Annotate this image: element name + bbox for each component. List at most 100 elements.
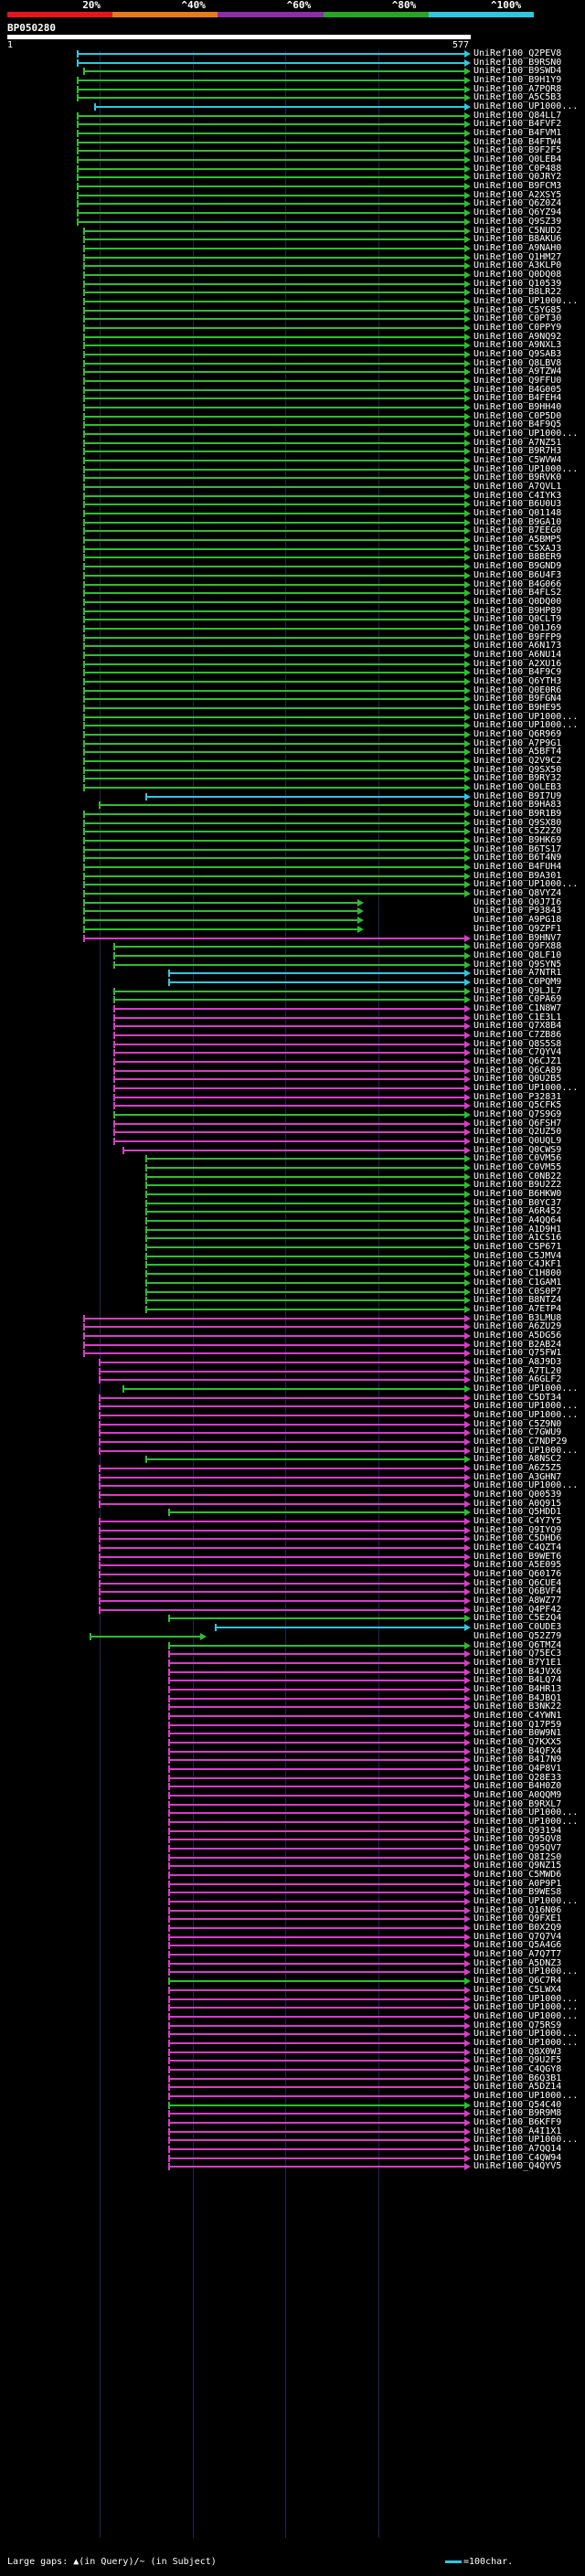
hit-alignment-bar[interactable]	[83, 896, 364, 909]
hit-alignment-bar[interactable]	[168, 2046, 471, 2059]
hit-label[interactable]: UniRef100_Q0UQL9	[473, 1136, 562, 1146]
hit-label[interactable]: UniRef100_B4JBQ1	[473, 1693, 562, 1703]
hit-label[interactable]: UniRef100_C5DT34	[473, 1393, 562, 1403]
hit-label[interactable]: UniRef100_UP1000...	[473, 429, 579, 439]
hit-label[interactable]: UniRef100_B6U0U3	[473, 499, 562, 509]
hit-label[interactable]: UniRef100_C5WVW4	[473, 455, 562, 465]
hit-label[interactable]: UniRef100_B6HKW0	[473, 1189, 562, 1199]
hit-alignment-bar[interactable]	[77, 197, 471, 210]
hit-alignment-bar[interactable]	[77, 180, 471, 193]
hit-label[interactable]: UniRef100_Q9U2F5	[473, 2055, 562, 2065]
hit-alignment-bar[interactable]	[83, 728, 471, 741]
hit-label[interactable]: UniRef100_C5YG85	[473, 305, 562, 315]
hit-label[interactable]: UniRef100_Q1HM27	[473, 252, 562, 262]
hit-alignment-bar[interactable]	[83, 658, 471, 671]
hit-alignment-bar[interactable]	[145, 1286, 471, 1299]
hit-label[interactable]: UniRef100_B9R1B9	[473, 809, 562, 819]
hit-label[interactable]: UniRef100_C0PQM9	[473, 977, 562, 987]
hit-label[interactable]: UniRef100_A4QQ64	[473, 1215, 562, 1225]
hit-label[interactable]: UniRef100_Q60176	[473, 1569, 562, 1579]
hit-label[interactable]: UniRef100_C4YWN1	[473, 1711, 562, 1721]
hit-alignment-bar[interactable]	[113, 1020, 471, 1033]
hit-label[interactable]: UniRef100_B9A301	[473, 871, 562, 881]
hit-alignment-bar[interactable]	[83, 454, 471, 467]
hit-alignment-bar[interactable]	[113, 993, 471, 1006]
hit-alignment-bar[interactable]	[145, 1258, 471, 1271]
hit-alignment-bar[interactable]	[145, 1188, 471, 1201]
hit-label[interactable]: UniRef100_A7NZ51	[473, 438, 562, 448]
hit-label[interactable]: UniRef100_Q5CFK5	[473, 1100, 562, 1110]
hit-label[interactable]: UniRef100_UP1000...	[473, 1807, 579, 1818]
hit-alignment-bar[interactable]	[113, 1126, 471, 1139]
hit-label[interactable]: UniRef100_Q5A4G6	[473, 1940, 562, 1950]
hit-alignment-bar[interactable]	[113, 1055, 471, 1068]
hit-label[interactable]: UniRef100_C7GWU9	[473, 1427, 562, 1437]
hit-label[interactable]: UniRef100_Q0J7I6	[473, 897, 562, 907]
hit-label[interactable]: UniRef100_Q8I2S0	[473, 1852, 562, 1862]
hit-alignment-bar[interactable]	[113, 985, 471, 998]
hit-label[interactable]: UniRef100_A9PG18	[473, 915, 562, 925]
hit-label[interactable]: UniRef100_A7NTR1	[473, 968, 562, 978]
hit-alignment-bar[interactable]	[77, 83, 471, 96]
hit-alignment-bar[interactable]	[83, 472, 471, 484]
hit-alignment-bar[interactable]	[83, 1312, 471, 1325]
hit-label[interactable]: UniRef100_A3KLP0	[473, 260, 562, 270]
hit-alignment-bar[interactable]	[90, 1630, 207, 1643]
hit-alignment-bar[interactable]	[83, 463, 471, 476]
hit-label[interactable]: UniRef100_A0Q915	[473, 1499, 562, 1509]
hit-label[interactable]: UniRef100_UP1000...	[473, 1083, 579, 1093]
hit-alignment-bar[interactable]	[145, 790, 471, 803]
hit-alignment-bar[interactable]	[83, 304, 471, 317]
hit-alignment-bar[interactable]	[168, 1506, 471, 1519]
hit-alignment-bar[interactable]	[83, 525, 471, 537]
hit-label[interactable]: UniRef100_Q9FFU0	[473, 376, 562, 386]
hit-alignment-bar[interactable]	[83, 1339, 471, 1352]
hit-label[interactable]: UniRef100_C0PT30	[473, 313, 562, 323]
hit-label[interactable]: UniRef100_A5DG56	[473, 1330, 562, 1341]
hit-alignment-bar[interactable]	[83, 401, 471, 414]
hit-label[interactable]: UniRef100_B8NTZ4	[473, 1295, 562, 1305]
hit-alignment-bar[interactable]	[99, 799, 471, 811]
hit-alignment-bar[interactable]	[83, 640, 471, 652]
hit-label[interactable]: UniRef100_A7QVL1	[473, 482, 562, 492]
hit-label[interactable]: UniRef100_A1CS16	[473, 1233, 562, 1243]
hit-alignment-bar[interactable]	[168, 1842, 471, 1855]
hit-alignment-bar[interactable]	[168, 2152, 471, 2165]
hit-label[interactable]: UniRef100_B4HR13	[473, 1684, 562, 1694]
hit-label[interactable]: UniRef100_A5E095	[473, 1560, 562, 1570]
hit-alignment-bar[interactable]	[168, 2116, 471, 2129]
hit-label[interactable]: UniRef100_Q6Z0Z4	[473, 198, 562, 208]
hit-alignment-bar[interactable]	[83, 507, 471, 520]
hit-alignment-bar[interactable]	[83, 331, 471, 344]
hit-alignment-bar[interactable]	[168, 1825, 471, 1838]
hit-label[interactable]: UniRef100_UP1000...	[473, 2038, 579, 2048]
hit-label[interactable]: UniRef100_Q7X8B4	[473, 1021, 562, 1031]
hit-alignment-bar[interactable]	[168, 1780, 471, 1793]
hit-label[interactable]: UniRef100_B4FVF2	[473, 119, 562, 129]
hit-label[interactable]: UniRef100_A3GHN7	[473, 1472, 562, 1482]
hit-alignment-bar[interactable]	[145, 1214, 471, 1227]
hit-alignment-bar[interactable]	[113, 1073, 471, 1086]
hit-label[interactable]: UniRef100_Q8LBV8	[473, 358, 562, 368]
hit-alignment-bar[interactable]	[168, 1878, 471, 1891]
hit-label[interactable]: UniRef100_C0S0P7	[473, 1287, 562, 1297]
hit-label[interactable]: UniRef100_C4QW94	[473, 2153, 562, 2163]
hit-label[interactable]: UniRef100_Q10539	[473, 279, 562, 289]
hit-alignment-bar[interactable]	[83, 322, 471, 334]
hit-label[interactable]: UniRef100_Q52Z79	[473, 1631, 562, 1641]
hit-label[interactable]: UniRef100_Q6CJZ1	[473, 1056, 562, 1066]
hit-alignment-bar[interactable]	[83, 693, 471, 705]
hit-label[interactable]: UniRef100_Q8X0W3	[473, 2047, 562, 2057]
hit-alignment-bar[interactable]	[99, 1498, 471, 1511]
hit-alignment-bar[interactable]	[83, 286, 471, 299]
hit-alignment-bar[interactable]	[113, 1135, 471, 1148]
hit-label[interactable]: UniRef100_UP1000...	[473, 1817, 579, 1827]
hit-alignment-bar[interactable]	[83, 737, 471, 750]
hit-alignment-bar[interactable]	[83, 578, 471, 591]
hit-label[interactable]: UniRef100_Q2PEV8	[473, 48, 562, 58]
hit-label[interactable]: UniRef100_C1H800	[473, 1268, 562, 1278]
hit-alignment-bar[interactable]	[113, 1099, 471, 1112]
hit-label[interactable]: UniRef100_B9HA83	[473, 800, 562, 810]
hit-label[interactable]: UniRef100_UP1000...	[473, 1966, 579, 1977]
hit-alignment-bar[interactable]	[168, 2063, 471, 2076]
